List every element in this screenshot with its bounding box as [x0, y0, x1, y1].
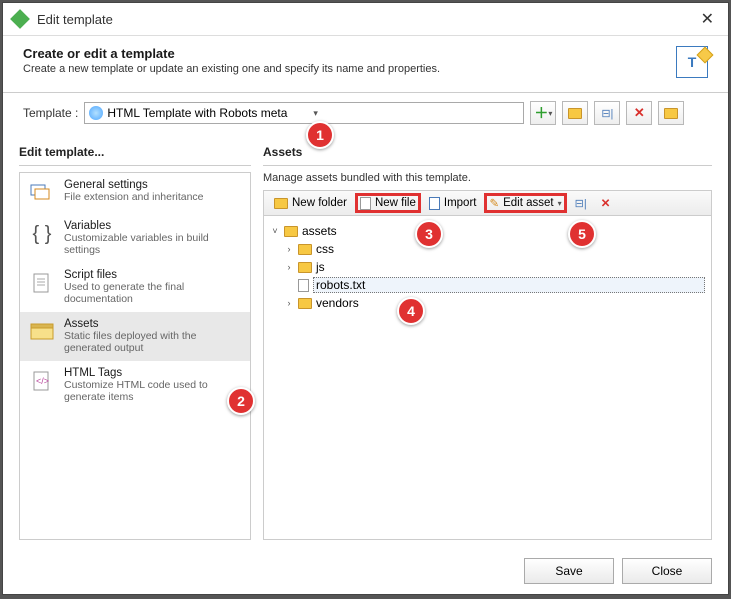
import-button[interactable]: Import	[423, 193, 483, 213]
window-title: Edit template	[37, 12, 697, 27]
new-file-button[interactable]: New file	[355, 193, 421, 213]
new-folder-button[interactable]: New folder	[268, 193, 353, 213]
main-desc: Manage assets bundled with this template…	[263, 172, 712, 184]
html-icon: </>	[28, 367, 56, 395]
header-title: Create or edit a template	[23, 46, 676, 61]
annotation-badge-5: 5	[568, 220, 596, 248]
svg-text:</>: </>	[36, 376, 49, 386]
sidebar-item-general[interactable]: General settingsFile extension and inher…	[20, 173, 250, 214]
tree-node-selected[interactable]: robots.txt	[270, 276, 705, 294]
template-label: Template :	[23, 106, 78, 120]
tree-node[interactable]: css	[316, 242, 334, 256]
template-combo[interactable]: HTML Template with Robots meta ▾	[84, 102, 524, 124]
toolbar-delete-button[interactable]: ✕	[595, 193, 617, 213]
folder-button-2[interactable]	[658, 101, 684, 125]
annotation-badge-1: 1	[306, 121, 334, 149]
edit-asset-button[interactable]: ✎Edit asset▾	[484, 193, 566, 213]
tree-node[interactable]: vendors	[316, 296, 359, 310]
folder-button-1[interactable]	[562, 101, 588, 125]
globe-icon	[89, 106, 103, 120]
save-button[interactable]: Save	[524, 558, 614, 584]
close-button[interactable]: Close	[622, 558, 712, 584]
rename-button[interactable]: ⊟|	[594, 101, 620, 125]
annotation-badge-2: 2	[227, 387, 255, 415]
script-icon	[28, 269, 56, 297]
toolbar-rename-button[interactable]: ⊟|	[569, 193, 593, 213]
delete-button[interactable]: ✕	[626, 101, 652, 125]
template-value: HTML Template with Robots meta	[107, 106, 313, 120]
template-icon	[676, 46, 708, 78]
asset-tree[interactable]: ˅assets ›css ›js robots.txt ›vendors	[263, 216, 712, 540]
tree-node[interactable]: js	[316, 260, 325, 274]
annotation-badge-4: 4	[397, 297, 425, 325]
annotation-badge-3: 3	[415, 220, 443, 248]
sidebar-item-html-tags[interactable]: </> HTML TagsCustomize HTML code used to…	[20, 361, 250, 410]
close-icon[interactable]: ✕	[697, 9, 718, 29]
header-subtitle: Create a new template or update an exist…	[23, 63, 676, 75]
add-button[interactable]: ＋▾	[530, 101, 556, 125]
sidebar-item-scripts[interactable]: Script filesUsed to generate the final d…	[20, 263, 250, 312]
assets-icon	[28, 318, 56, 346]
sidebar-item-variables[interactable]: { } VariablesCustomizable variables in b…	[20, 214, 250, 263]
tree-root: assets	[302, 224, 337, 238]
chevron-down-icon: ▾	[313, 108, 519, 119]
braces-icon: { }	[28, 220, 56, 248]
settings-icon	[28, 179, 56, 207]
app-icon	[10, 9, 30, 29]
sidebar-title: Edit template...	[19, 139, 251, 166]
sidebar-item-assets[interactable]: AssetsStatic files deployed with the gen…	[20, 312, 250, 361]
